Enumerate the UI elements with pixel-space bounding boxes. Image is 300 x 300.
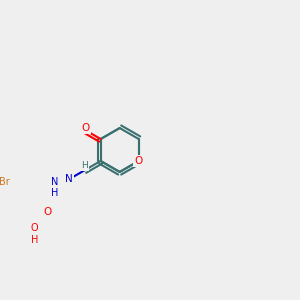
Text: O: O: [43, 207, 51, 217]
Text: O: O: [82, 123, 90, 133]
Text: N: N: [65, 175, 73, 184]
Text: O: O: [135, 156, 143, 166]
Text: O
H: O H: [31, 223, 38, 244]
Text: Br: Br: [0, 177, 10, 187]
Text: H: H: [81, 160, 88, 169]
Text: N
H: N H: [51, 177, 58, 198]
